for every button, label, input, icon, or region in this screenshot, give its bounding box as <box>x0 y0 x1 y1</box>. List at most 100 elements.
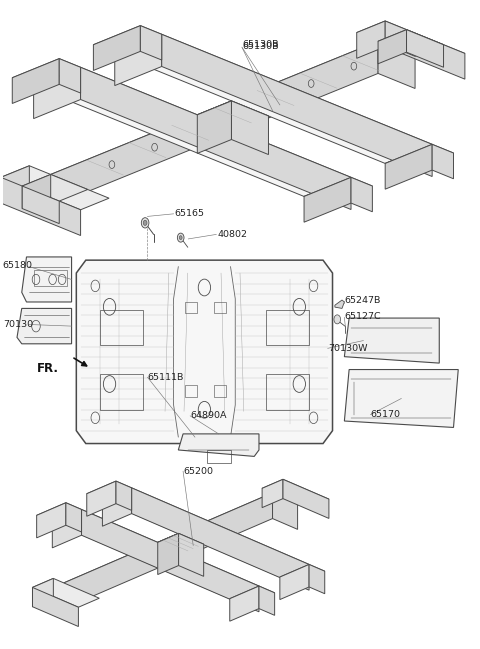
Text: 70130W: 70130W <box>328 344 367 353</box>
Polygon shape <box>259 586 275 615</box>
Bar <box>207 450 230 463</box>
Polygon shape <box>12 58 81 86</box>
Text: 65180: 65180 <box>3 261 33 270</box>
Polygon shape <box>22 257 72 302</box>
Polygon shape <box>231 101 268 154</box>
Polygon shape <box>33 587 78 626</box>
Polygon shape <box>385 21 465 79</box>
Polygon shape <box>1 177 81 236</box>
Polygon shape <box>230 586 275 606</box>
Polygon shape <box>22 175 88 201</box>
Polygon shape <box>36 503 66 538</box>
Polygon shape <box>115 34 432 164</box>
Text: 65165: 65165 <box>175 210 204 218</box>
Text: 70130: 70130 <box>3 320 33 329</box>
Polygon shape <box>17 308 72 344</box>
Bar <box>185 302 197 313</box>
Polygon shape <box>76 260 333 443</box>
Polygon shape <box>12 58 59 103</box>
Text: 65127C: 65127C <box>344 312 381 321</box>
Bar <box>100 374 143 410</box>
Polygon shape <box>385 144 454 172</box>
Polygon shape <box>357 21 465 65</box>
Polygon shape <box>304 177 351 222</box>
Polygon shape <box>33 578 99 607</box>
Polygon shape <box>378 30 407 64</box>
Circle shape <box>141 217 149 228</box>
Text: 65130B: 65130B <box>242 40 279 49</box>
Bar <box>185 386 197 397</box>
Polygon shape <box>197 101 231 153</box>
Text: FR.: FR. <box>37 361 59 374</box>
Polygon shape <box>115 34 162 86</box>
Bar <box>214 386 226 397</box>
Polygon shape <box>22 175 51 208</box>
Polygon shape <box>36 503 82 522</box>
Polygon shape <box>22 186 59 224</box>
Polygon shape <box>283 480 329 519</box>
Polygon shape <box>87 481 132 500</box>
Text: 65247B: 65247B <box>344 295 381 304</box>
Polygon shape <box>102 488 132 526</box>
Text: 40802: 40802 <box>217 230 247 239</box>
Polygon shape <box>158 533 204 553</box>
Bar <box>266 374 309 410</box>
Polygon shape <box>158 533 179 574</box>
Polygon shape <box>432 144 454 178</box>
Polygon shape <box>51 42 378 206</box>
Polygon shape <box>140 25 162 60</box>
Polygon shape <box>407 30 444 67</box>
Polygon shape <box>33 578 53 607</box>
Polygon shape <box>81 67 351 210</box>
Polygon shape <box>24 178 79 201</box>
Polygon shape <box>357 21 385 58</box>
Polygon shape <box>45 39 421 192</box>
Polygon shape <box>52 509 82 548</box>
Bar <box>100 310 143 345</box>
Text: 64890A: 64890A <box>190 411 227 421</box>
Polygon shape <box>280 565 325 584</box>
Polygon shape <box>52 509 259 598</box>
Polygon shape <box>34 67 351 197</box>
Polygon shape <box>51 42 415 190</box>
Polygon shape <box>82 509 259 612</box>
Polygon shape <box>102 488 309 577</box>
Polygon shape <box>280 565 309 600</box>
Polygon shape <box>34 67 81 119</box>
Circle shape <box>178 233 184 242</box>
Bar <box>266 310 309 345</box>
Polygon shape <box>378 30 444 56</box>
Polygon shape <box>385 144 432 190</box>
Text: 65130B: 65130B <box>242 42 278 51</box>
Polygon shape <box>116 481 132 510</box>
Polygon shape <box>64 493 298 594</box>
Polygon shape <box>64 493 273 609</box>
Text: 65111B: 65111B <box>147 373 184 382</box>
Bar <box>34 270 67 286</box>
Polygon shape <box>59 58 81 93</box>
Polygon shape <box>179 533 204 576</box>
Text: 65200: 65200 <box>183 467 213 476</box>
Polygon shape <box>162 34 432 177</box>
Polygon shape <box>273 493 298 530</box>
Circle shape <box>179 236 182 239</box>
Polygon shape <box>1 165 109 210</box>
Text: 65170: 65170 <box>371 410 400 419</box>
Polygon shape <box>94 25 140 71</box>
Polygon shape <box>304 177 372 205</box>
Polygon shape <box>197 101 268 130</box>
Polygon shape <box>179 434 259 456</box>
Polygon shape <box>309 565 325 594</box>
Polygon shape <box>344 369 458 428</box>
Polygon shape <box>344 318 439 363</box>
Circle shape <box>334 315 341 324</box>
Polygon shape <box>335 300 344 308</box>
Polygon shape <box>132 488 309 590</box>
Polygon shape <box>87 481 116 516</box>
Bar <box>214 302 226 313</box>
Polygon shape <box>66 503 82 532</box>
Polygon shape <box>230 586 259 621</box>
Polygon shape <box>378 42 415 88</box>
Polygon shape <box>262 480 329 508</box>
Polygon shape <box>262 480 283 508</box>
